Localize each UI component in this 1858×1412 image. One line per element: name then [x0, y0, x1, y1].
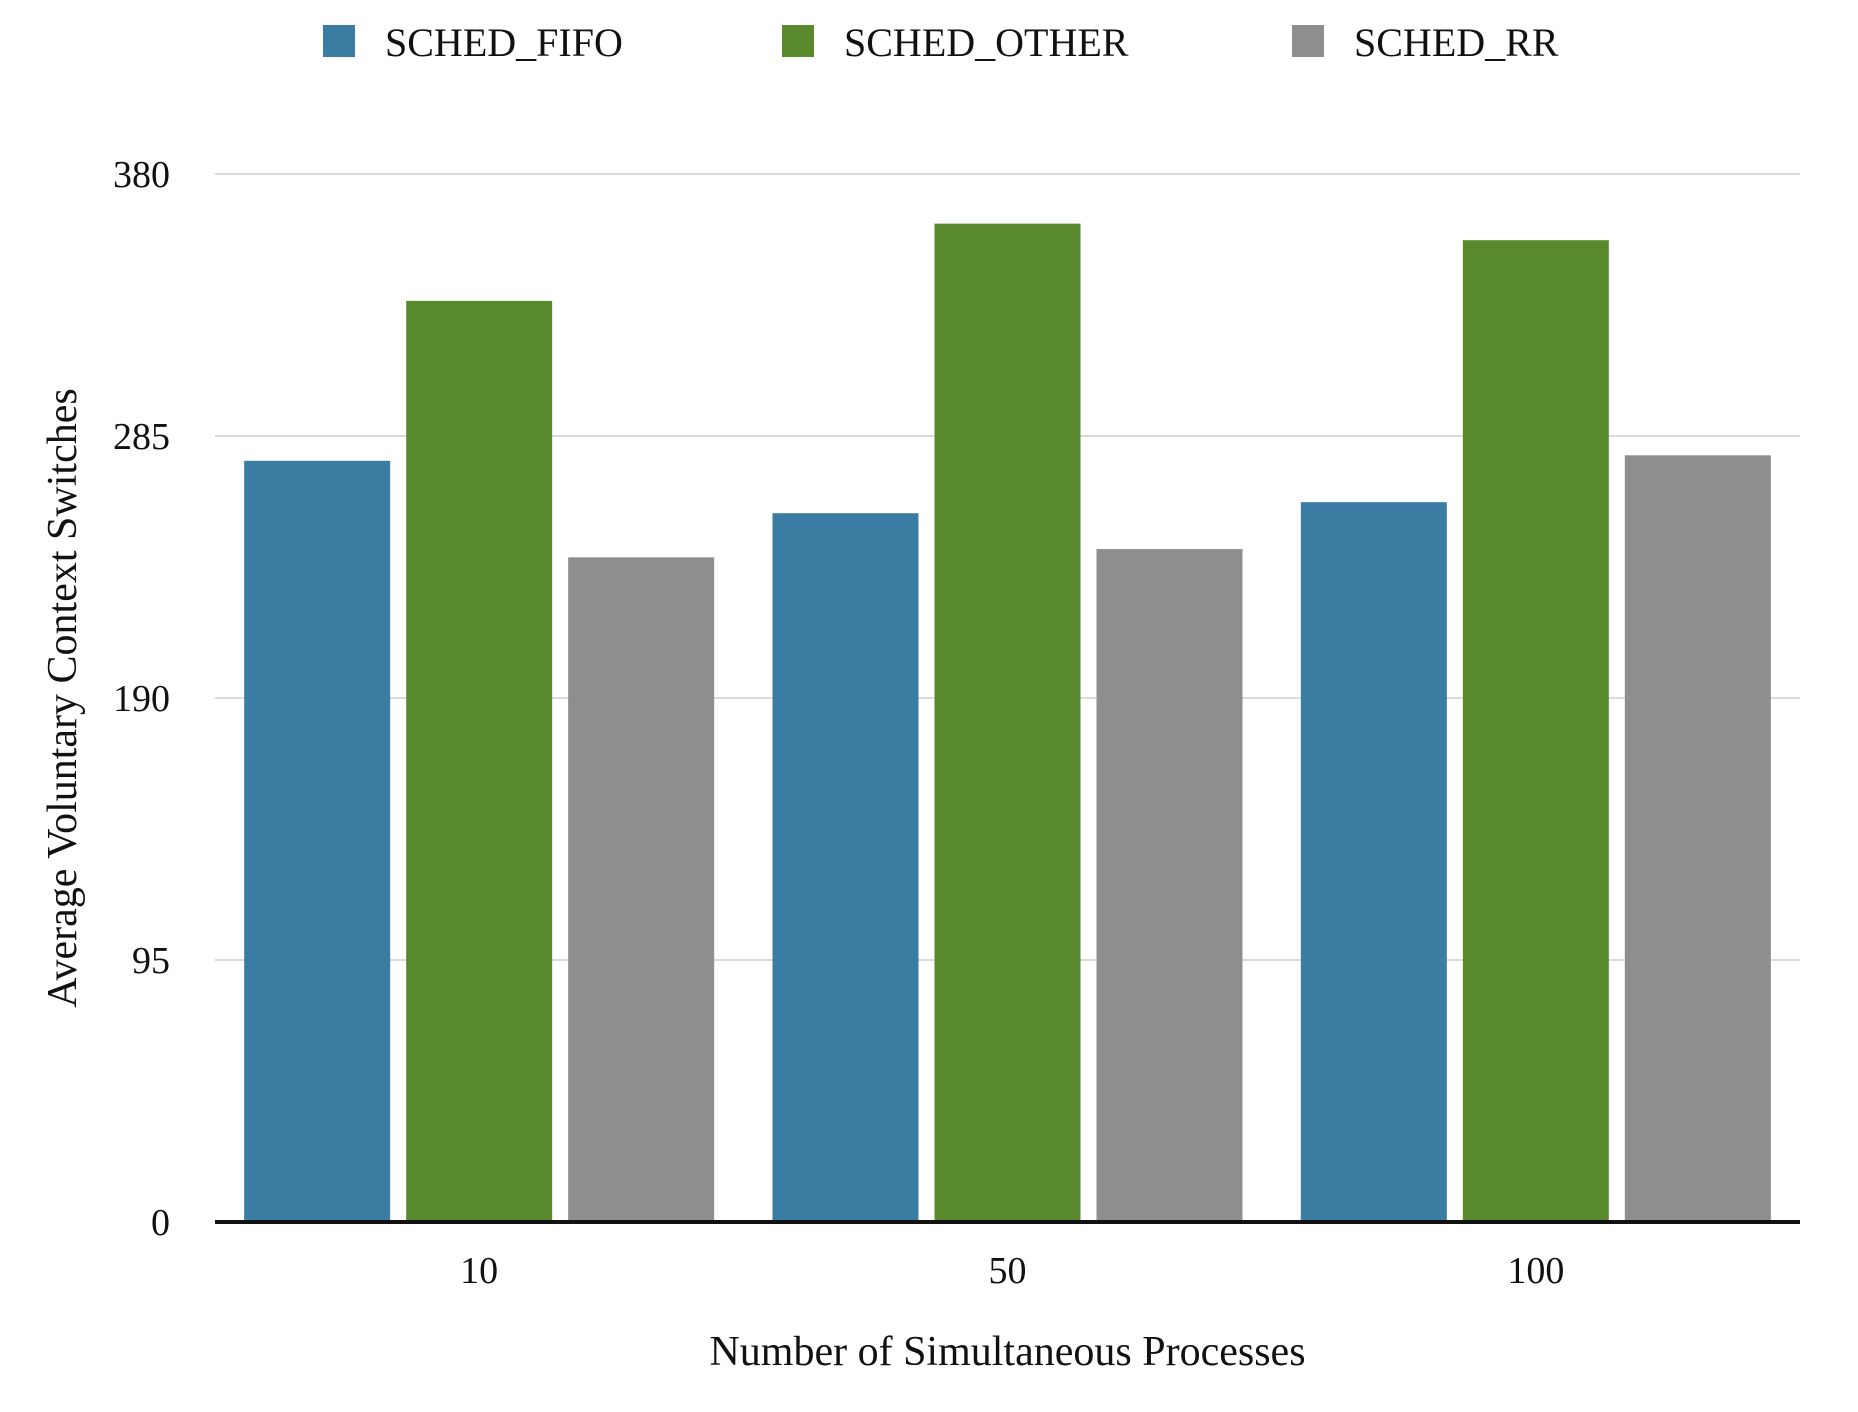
- legend-swatch: [782, 25, 814, 57]
- y-tick-label: 0: [151, 1202, 170, 1244]
- legend-label: SCHED_FIFO: [385, 20, 623, 65]
- legend-swatch: [323, 25, 355, 57]
- y-axis-title: Average Voluntary Context Switches: [40, 388, 86, 1007]
- legend-label: SCHED_OTHER: [844, 20, 1129, 65]
- legend-item-sched-fifo: SCHED_FIFO: [323, 20, 623, 65]
- legend: SCHED_FIFO SCHED_OTHER SCHED_RR: [323, 20, 1559, 65]
- bar-sched-fifo-100: [1300, 502, 1447, 1223]
- x-tick-label: 50: [989, 1250, 1027, 1292]
- y-tick-label: 380: [113, 154, 170, 196]
- bar-sched-other-50: [934, 223, 1081, 1223]
- bar-sched-other-10: [406, 300, 553, 1222]
- y-tick-label: 190: [113, 678, 170, 720]
- bar-sched-other-100: [1462, 240, 1609, 1223]
- legend-item-sched-other: SCHED_OTHER: [782, 20, 1129, 65]
- legend-swatch: [1292, 25, 1324, 57]
- bar-sched-fifo-50: [772, 513, 919, 1222]
- bar-sched-rr-10: [568, 557, 715, 1222]
- x-axis-ticks: 10 50 100: [460, 1250, 1564, 1292]
- y-axis-ticks: 0 95 190 285 380: [113, 154, 170, 1244]
- bar-sched-rr-100: [1624, 455, 1771, 1222]
- y-tick-label: 95: [132, 940, 170, 982]
- x-tick-label: 10: [460, 1250, 498, 1292]
- bar-sched-rr-50: [1096, 549, 1243, 1222]
- legend-item-sched-rr: SCHED_RR: [1292, 20, 1559, 65]
- legend-label: SCHED_RR: [1354, 20, 1559, 65]
- x-tick-label: 100: [1507, 1250, 1564, 1292]
- bars: [244, 223, 1771, 1223]
- bar-sched-fifo-10: [244, 460, 391, 1222]
- y-tick-label: 285: [113, 416, 170, 458]
- x-axis-title: Number of Simultaneous Processes: [709, 1329, 1305, 1375]
